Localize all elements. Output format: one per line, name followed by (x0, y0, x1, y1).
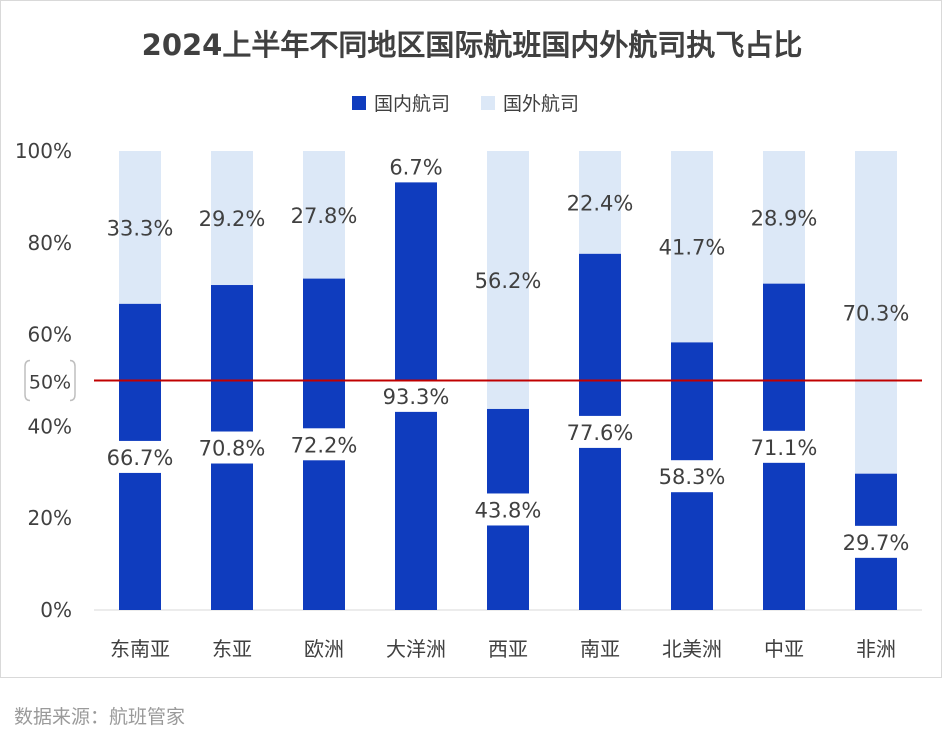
data-label-domestic: 66.7% (107, 446, 174, 470)
bar-foreign (119, 151, 161, 304)
x-category-label: 大洋洲 (386, 637, 446, 661)
data-label-domestic: 93.3% (383, 385, 450, 409)
chart-title: 2024上半年不同地区国际航班国内外航司执飞占比 (142, 28, 803, 62)
data-label-foreign: 70.3% (843, 301, 910, 325)
data-label-bg (380, 379, 452, 412)
data-labels: 66.7% 33.3% 70.8% 29.2% 72.2% 27.8% 93.3% 6.7% 4… (104, 150, 912, 558)
data-label-foreign: 56.2% (475, 269, 542, 293)
x-category-label: 欧洲 (304, 637, 344, 661)
bar-foreign (763, 151, 805, 284)
x-category-label: 东南亚 (110, 637, 170, 661)
data-label-domestic: 70.8% (199, 437, 266, 461)
legend-label-foreign: 国外航司 (503, 93, 579, 115)
data-source: 数据来源：航班管家 (14, 706, 186, 728)
bar-foreign (211, 151, 253, 286)
data-label-bg (656, 460, 728, 493)
data-label-foreign: 33.3% (107, 216, 174, 240)
data-label-foreign: 22.4% (567, 191, 634, 215)
legend-swatch-domestic (352, 96, 366, 110)
data-label-bg (564, 415, 636, 448)
reference-label-bracket (24, 359, 76, 402)
reference-line-group: 50% (24, 359, 922, 402)
data-label-foreign: 6.7% (389, 155, 442, 179)
bar-foreign (671, 151, 713, 343)
data-label-domestic: 72.2% (291, 433, 358, 457)
data-label-bg (196, 431, 268, 464)
data-label-foreign: 41.7% (659, 236, 726, 260)
stacked-bar-chart: 2024上半年不同地区国际航班国内外航司执飞占比 国内航司 国外航司 0% 20%… (15, 28, 922, 661)
x-axis: 东南亚 东亚 欧洲 大洋洲 西亚 南亚 北美洲 中亚 非洲 (110, 637, 896, 661)
data-label-foreign: 27.8% (291, 204, 358, 228)
x-category-label: 北美洲 (662, 637, 722, 661)
data-label-domestic: 43.8% (475, 498, 542, 522)
data-label-bg (840, 525, 912, 558)
y-tick-label: 0% (40, 598, 72, 622)
y-axis: 0% 20% 40% 60% 80% 100% (15, 139, 72, 622)
data-label-domestic: 77.6% (567, 421, 634, 445)
bar-foreign (303, 151, 345, 279)
data-label-bg (104, 440, 176, 473)
legend: 国内航司 国外航司 (352, 93, 579, 115)
y-tick-label: 80% (28, 231, 72, 255)
bar-foreign (579, 151, 621, 254)
x-category-label: 中亚 (764, 637, 804, 661)
data-label-bg (288, 428, 360, 461)
reference-line-label: 50% (29, 372, 71, 394)
legend-label-domestic: 国内航司 (374, 93, 450, 115)
data-label-bg (748, 430, 820, 463)
data-label-bg (472, 493, 544, 526)
bar-foreign (487, 151, 529, 409)
data-label-domestic: 71.1% (751, 436, 818, 460)
x-category-label: 西亚 (488, 637, 528, 661)
x-category-label: 非洲 (856, 637, 896, 661)
y-tick-label: 20% (28, 506, 72, 530)
data-label-domestic: 58.3% (659, 465, 726, 489)
y-tick-label: 60% (28, 323, 72, 347)
bar-foreign (855, 151, 897, 474)
y-tick-label: 100% (15, 139, 72, 163)
chart-frame (0, 0, 942, 678)
data-label-bg (386, 150, 446, 183)
y-tick-label: 40% (28, 414, 72, 438)
data-label-foreign: 29.2% (199, 207, 266, 231)
legend-swatch-foreign (481, 96, 495, 110)
data-label-domestic: 29.7% (843, 531, 910, 555)
data-label-foreign: 28.9% (751, 206, 818, 230)
x-category-label: 南亚 (580, 637, 620, 661)
x-category-label: 东亚 (212, 637, 252, 661)
